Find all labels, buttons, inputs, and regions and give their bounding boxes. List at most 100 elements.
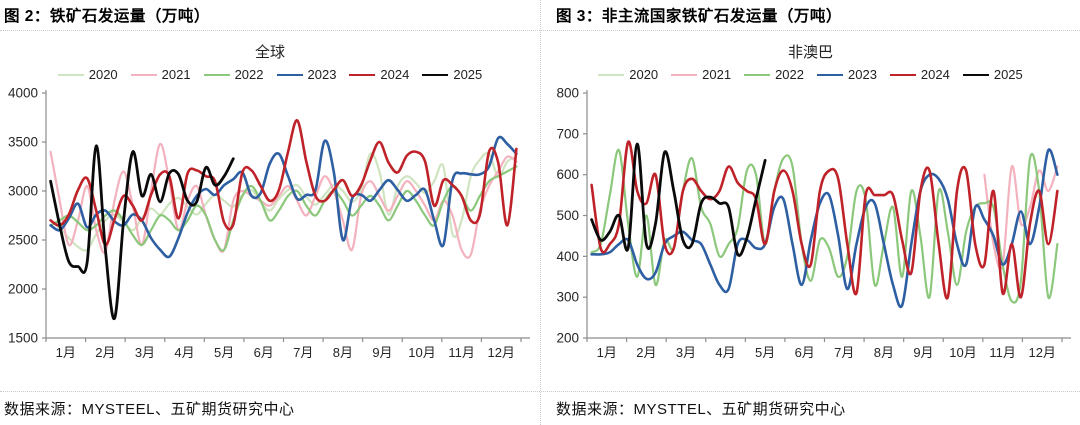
svg-text:300: 300	[556, 290, 579, 305]
figure-2-chart-area: 全球 2020 2021 2022 2023 2024 2025 1500 2000 2500…	[0, 31, 540, 391]
svg-text:800: 800	[556, 86, 579, 101]
figure-2-source-row: 数据来源：MYSTEEL、五矿期货研究中心	[0, 391, 540, 425]
svg-text:3000: 3000	[8, 184, 38, 199]
svg-text:4000: 4000	[8, 86, 38, 101]
svg-text:4月: 4月	[174, 345, 194, 360]
figure-3-legend-item-2022: 2022	[744, 67, 804, 82]
svg-text:7月: 7月	[293, 345, 313, 360]
figure-2-source-text: 数据来源：MYSTEEL、五矿期货研究中心	[4, 401, 295, 418]
legend-line-swatch-2021	[130, 73, 157, 76]
svg-text:4月: 4月	[715, 345, 735, 360]
figure-3-legend-item-2023: 2023	[817, 67, 877, 82]
legend-label-2022: 2022	[775, 67, 804, 82]
svg-text:6月: 6月	[794, 345, 814, 360]
svg-text:10月: 10月	[408, 345, 435, 360]
legend-line-swatch-2023	[276, 73, 303, 76]
legend-line-swatch-2022	[203, 73, 230, 76]
svg-text:400: 400	[556, 249, 579, 264]
figure-2-legend: 2020 2021 2022 2023 2024 2025	[57, 67, 482, 82]
legend-label-2025: 2025	[993, 67, 1023, 82]
figure-3-source-row: 数据来源：MYSTTEL、五矿期货研究中心	[541, 391, 1080, 425]
svg-text:11月: 11月	[448, 345, 475, 360]
legend-label-2020: 2020	[629, 67, 659, 82]
figure-3-legend-item-2021: 2021	[671, 67, 731, 82]
figure-3-chart-area: 非澳巴 2020 2021 2022 2023 2024 2025 200 300 400 50…	[541, 31, 1080, 391]
figure-3-source-text: 数据来源：MYSTTEL、五矿期货研究中心	[556, 401, 846, 418]
figure-2-line-chart: 1500 2000 2500 3000 3500 4000 1月 2月 3月 4月 5月 6月 7月 8月…	[0, 84, 540, 377]
legend-line-swatch-2022	[744, 73, 771, 76]
svg-text:600: 600	[556, 167, 579, 182]
svg-text:8月: 8月	[333, 345, 353, 360]
series-line-2024	[589, 140, 1059, 300]
line-chart-canvas: 1500 2000 2500 3000 3500 4000 1月 2月 3月 4月 5月 6月 7月 8月…	[8, 86, 530, 360]
figure-2-legend-item-2024: 2024	[349, 67, 409, 82]
svg-text:2500: 2500	[8, 233, 38, 248]
legend-label-2024: 2024	[920, 67, 950, 82]
svg-text:5月: 5月	[755, 345, 775, 360]
legend-label-2020: 2020	[88, 67, 118, 82]
series-line-2024	[49, 119, 518, 247]
series-line-2021	[982, 165, 1058, 270]
legend-line-swatch-2024	[349, 73, 376, 76]
figure-2-legend-item-2025: 2025	[422, 67, 482, 82]
svg-text:11月: 11月	[989, 345, 1016, 360]
figure-3-title: 图 3：非主流国家铁矿石发运量（万吨）	[556, 8, 842, 25]
svg-text:12月: 12月	[487, 345, 514, 360]
svg-text:200: 200	[556, 331, 579, 346]
line-chart-canvas: 200 300 400 500 600 700 800 1月 2月 3月 4月 5月 6月 7月 8月 9月 1…	[556, 86, 1071, 360]
figure-2-legend-item-2023: 2023	[276, 67, 337, 82]
legend-label-2023: 2023	[848, 67, 877, 82]
figure-3-chart-subtitle: 非澳巴	[787, 44, 833, 61]
figure-3-title-row: 图 3：非主流国家铁矿石发运量（万吨）	[541, 0, 1080, 31]
figure-2-chart-subtitle: 全球	[254, 44, 285, 61]
figure-3-legend-item-2025: 2025	[962, 67, 1023, 82]
figure-2-title-row: 图 2：铁矿石发运量（万吨）	[0, 0, 540, 31]
svg-text:700: 700	[556, 126, 579, 141]
figure-2-title: 图 2：铁矿石发运量（万吨）	[4, 8, 210, 25]
svg-text:2月: 2月	[95, 345, 115, 360]
figure-2-legend-item-2022: 2022	[203, 67, 264, 82]
figure-3-column: 图 3：非主流国家铁矿石发运量（万吨） 非澳巴 2020 2021 2022 2023…	[540, 0, 1080, 425]
svg-text:3月: 3月	[675, 345, 695, 360]
svg-text:5月: 5月	[214, 345, 234, 360]
legend-line-swatch-2020	[57, 73, 84, 76]
legend-line-swatch-2024	[889, 73, 916, 76]
svg-text:9月: 9月	[913, 345, 933, 360]
svg-text:3500: 3500	[8, 135, 38, 150]
svg-text:10月: 10月	[949, 345, 976, 360]
legend-line-swatch-2025	[962, 73, 989, 76]
series-line-2023	[589, 148, 1059, 309]
figure-2-legend-item-2021: 2021	[130, 67, 191, 82]
legend-label-2023: 2023	[307, 67, 337, 82]
legend-line-swatch-2025	[422, 73, 449, 76]
series-line-2025	[589, 142, 766, 257]
legend-label-2024: 2024	[380, 67, 410, 82]
svg-text:12月: 12月	[1028, 345, 1055, 360]
series-line-2025	[49, 144, 235, 320]
svg-text:7月: 7月	[834, 345, 854, 360]
legend-label-2025: 2025	[453, 67, 483, 82]
figure-3-legend-item-2020: 2020	[598, 67, 658, 82]
svg-text:3月: 3月	[135, 345, 155, 360]
legend-line-swatch-2020	[598, 73, 625, 76]
legend-label-2022: 2022	[234, 67, 264, 82]
figure-3-line-chart: 200 300 400 500 600 700 800 1月 2月 3月 4月 5月 6月 7月 8月 9月 1…	[541, 84, 1080, 377]
svg-text:9月: 9月	[372, 345, 392, 360]
legend-label-2021: 2021	[702, 67, 732, 82]
series-line-2022	[49, 165, 518, 252]
svg-text:2000: 2000	[8, 282, 38, 297]
figure-2-column: 图 2：铁矿石发运量（万吨） 全球 2020 2021 2022 2023 2024 20…	[0, 0, 540, 425]
legend-line-swatch-2021	[671, 73, 698, 76]
svg-text:6月: 6月	[254, 345, 274, 360]
svg-text:1月: 1月	[56, 345, 76, 360]
figure-3-legend-item-2024: 2024	[889, 67, 950, 82]
series-line-2022	[590, 149, 1058, 304]
figure-3-legend: 2020 2021 2022 2023 2024 2025	[598, 67, 1023, 82]
svg-text:500: 500	[556, 208, 579, 223]
legend-line-swatch-2023	[817, 73, 843, 76]
legend-label-2021: 2021	[161, 67, 191, 82]
svg-text:1月: 1月	[596, 345, 616, 360]
svg-text:1500: 1500	[8, 331, 38, 346]
svg-text:2月: 2月	[636, 345, 656, 360]
